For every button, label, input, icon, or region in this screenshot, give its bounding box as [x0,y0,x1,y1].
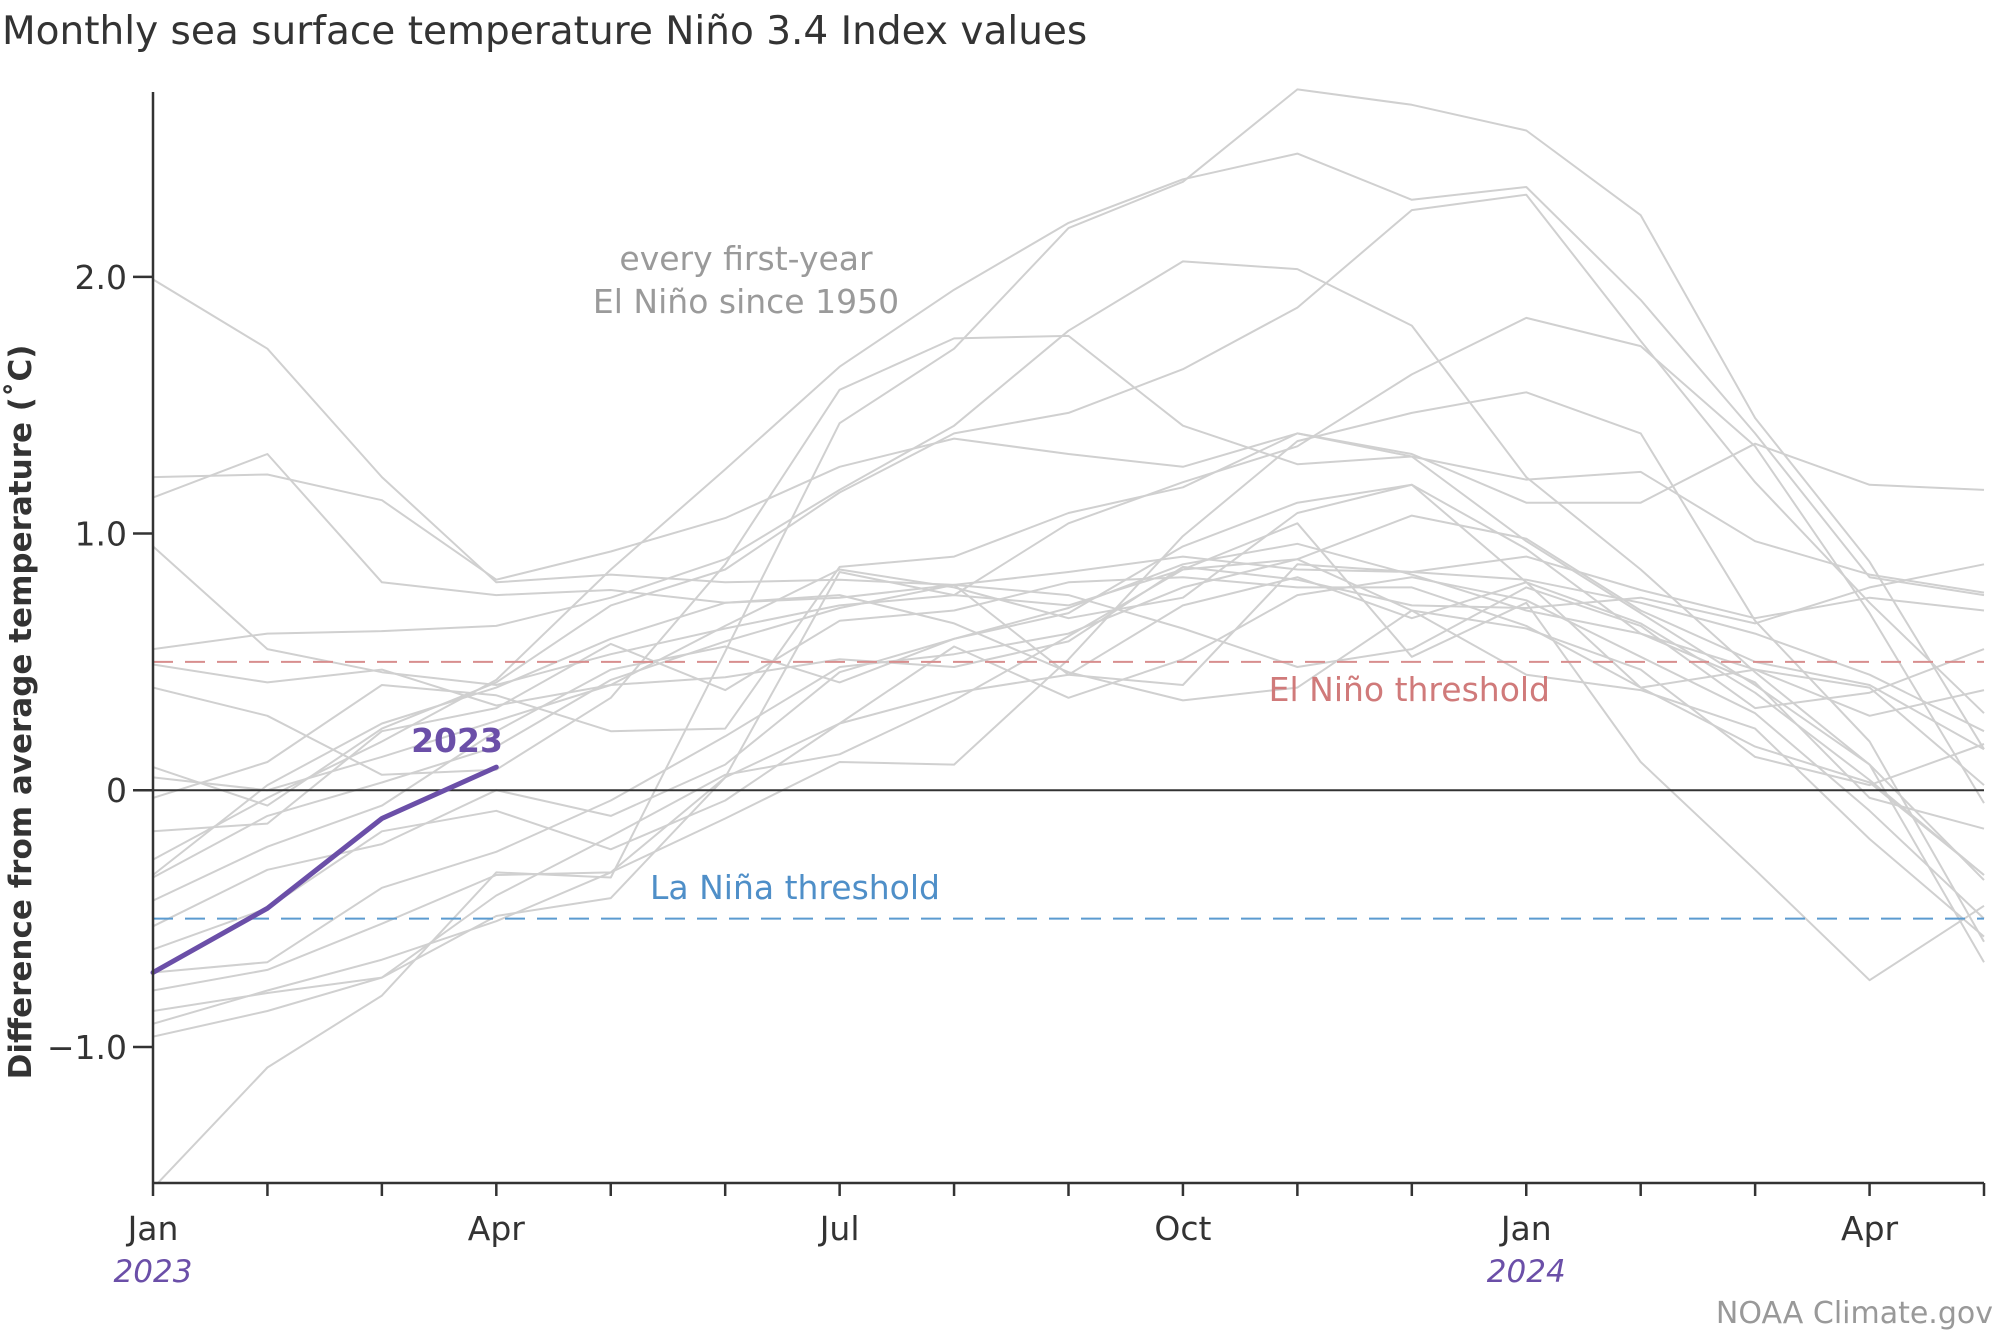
background-series-line-15 [153,576,1985,951]
y-axis-ticks: 2.0 1.0 0 −1.0 [47,258,153,1067]
la-nina-threshold-label: La Niña threshold [650,868,940,907]
y-tick-label: 1.0 [75,515,127,554]
el-nino-threshold-label: El Niño threshold [1269,670,1550,709]
background-series-line-18 [153,522,1985,1012]
x-tick-label: Apr [1841,1209,1899,1248]
background-series-line-17 [153,576,1985,992]
background-series-line-6 [153,334,1985,963]
y-tick-label: 2.0 [75,258,127,297]
background-series-line-13 [153,483,1985,902]
chart-title: Monthly sea surface temperature Niño 3.4… [2,9,1087,54]
background-series-line-12 [153,583,1985,879]
history-annotation-line2: El Niño since 1950 [593,282,899,321]
x-tick-label: Jan [1499,1209,1552,1248]
credit: NOAA Climate.gov [1716,1296,1993,1331]
highlight-series-line [150,764,499,975]
background-series-line-20 [153,316,1985,1038]
threshold-group [153,660,1984,920]
x-tick-label: Jul [818,1209,860,1248]
x-year-label: 2023 [114,1254,193,1290]
background-series-line-16 [153,558,1985,974]
background-series-line-14 [153,542,1985,928]
background-series-line-3 [153,514,1985,751]
x-tick-label: Oct [1154,1209,1211,1248]
y-tick-label: −1.0 [47,1028,127,1067]
background-series-group [153,88,1985,1183]
background-series-line-4 [153,260,1985,881]
background-series-line-9 [153,432,1985,799]
y-tick-label: 0 [106,771,127,810]
y-axis-label: Difference from average temperature (˚C) [3,345,39,1080]
background-series-line-22 [153,594,1985,876]
x-axis-ticks: Jan Apr Jul Oct Jan Apr 2023 2024 [114,1183,1986,1290]
background-series-line-2 [153,453,1985,620]
highlight-series-label: 2023 [411,721,503,760]
background-series-line-7 [153,193,1985,807]
x-tick-label: Apr [468,1209,526,1248]
background-series-line-21 [156,88,1985,1183]
x-year-label: 2024 [1487,1254,1566,1290]
history-annotation-line1: every first-year [619,239,873,278]
background-series-line-10 [153,576,1985,833]
background-series-line-5 [153,563,1985,707]
background-series-line-19 [153,391,1985,1025]
highlight-series-group [150,764,499,975]
x-tick-label: Jan [126,1209,179,1248]
axes [151,92,1984,1185]
